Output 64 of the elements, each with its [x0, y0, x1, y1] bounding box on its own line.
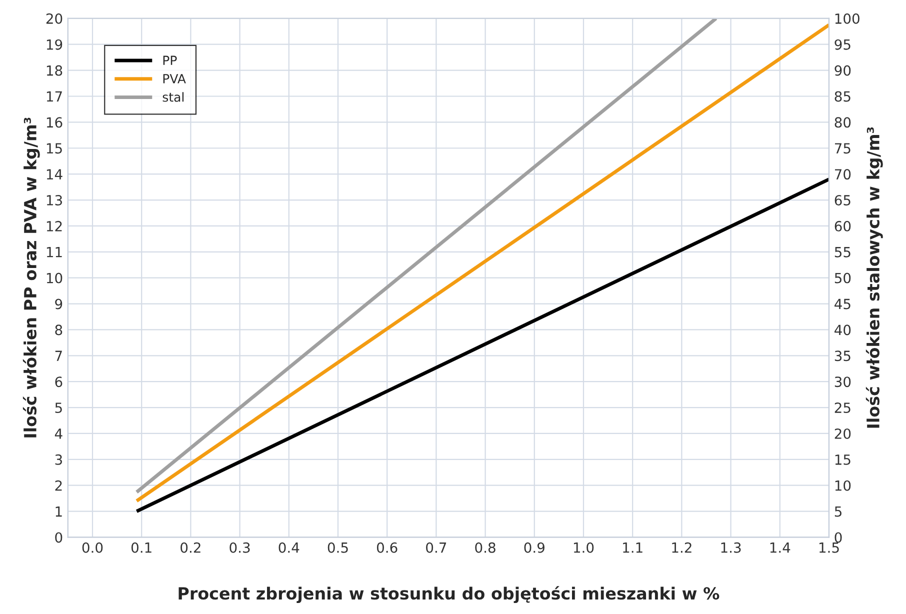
- x-tick-label: 0.8: [475, 542, 496, 553]
- y-tick-label: 16: [46, 117, 62, 128]
- x-tick-label: 0.6: [376, 542, 398, 553]
- y-tick-label: 20: [46, 13, 62, 24]
- x-tick-label: 1.4: [770, 542, 790, 553]
- y-tick-label: 4: [54, 428, 62, 439]
- y-tick-label: 8: [55, 324, 62, 336]
- x-tick-label: 1.1: [623, 542, 642, 553]
- y2-tick-label: 80: [834, 117, 851, 128]
- y-tick-label: 11: [46, 247, 62, 258]
- y2-tick-label: 0: [834, 532, 842, 543]
- y2-tick-label: 10: [835, 480, 851, 491]
- x-tick-label: 0.1: [131, 542, 152, 553]
- y2-tick-label: 85: [834, 91, 850, 102]
- legend-label: stal: [162, 92, 184, 102]
- y-tick-label: 19: [46, 39, 62, 50]
- y2-tick-label: 65: [834, 194, 850, 206]
- x-tick-label: 0.3: [230, 542, 250, 553]
- x-tick-label: 0.9: [524, 542, 544, 553]
- x-tick-label: 1.3: [721, 542, 741, 553]
- y2-tick-label: 45: [834, 298, 850, 310]
- y-tick-label: 9: [55, 298, 62, 310]
- y-tick-label: 5: [55, 402, 62, 414]
- y2-tick-label: 35: [834, 350, 850, 362]
- y2-tick-label: 25: [834, 402, 850, 414]
- y2-tick-label: 90: [834, 65, 851, 76]
- y-tick-label: 6: [55, 376, 62, 388]
- y-tick-label: 3: [55, 454, 62, 465]
- y-tick-label: 1: [56, 506, 62, 517]
- y-tick-label: 2: [55, 480, 62, 491]
- y2-tick-label: 5: [834, 506, 842, 517]
- y-tick-label: 17: [46, 91, 62, 102]
- legend-label: PP: [163, 56, 177, 65]
- y2-tick-label: 50: [834, 272, 851, 284]
- y2-tick-label: 70: [834, 169, 851, 180]
- y2-tick-label: 95: [834, 39, 850, 50]
- y-tick-label: 18: [46, 65, 62, 76]
- x-axis-title: Procent zbrojenia w stosunku do objętości mieszanki w %: [178, 586, 720, 604]
- y-tick-label: 7: [55, 350, 62, 361]
- x-tick-label: 0.2: [180, 542, 200, 553]
- y2-tick-label: 55: [834, 247, 850, 258]
- x-tick-label: 0.4: [278, 542, 300, 553]
- y-tick-label: 15: [46, 143, 62, 154]
- x-tick-label: 1.0: [574, 542, 594, 553]
- x-tick-label: 1.2: [672, 542, 692, 553]
- y2-tick-label: 60: [834, 220, 851, 232]
- y2-tick-label: 75: [834, 143, 850, 154]
- y2-axis-title: Ilość włókien stalowych w kg/m³: [866, 127, 883, 428]
- y-tick-label: 14: [46, 169, 62, 180]
- x-tick-label: 0.5: [328, 542, 348, 553]
- y-tick-label: 0: [55, 532, 62, 543]
- y2-tick-label: 20: [834, 428, 851, 439]
- y2-tick-label: 30: [834, 376, 851, 388]
- y-axis-title: Ilość włókien PP oraz PVA w kg/m³: [22, 118, 40, 438]
- x-tick-label: 0.0: [82, 542, 103, 553]
- legend-label: PVA: [163, 74, 186, 84]
- x-tick-label: 1.5: [819, 542, 839, 553]
- y-tick-label: 10: [46, 272, 62, 284]
- x-tick-label: 0.7: [426, 542, 446, 553]
- y-tick-label: 12: [46, 220, 62, 232]
- y2-tick-label: 100: [835, 13, 860, 24]
- y2-tick-label: 40: [834, 324, 851, 336]
- y2-tick-label: 15: [835, 454, 850, 465]
- y-tick-label: 13: [46, 194, 62, 206]
